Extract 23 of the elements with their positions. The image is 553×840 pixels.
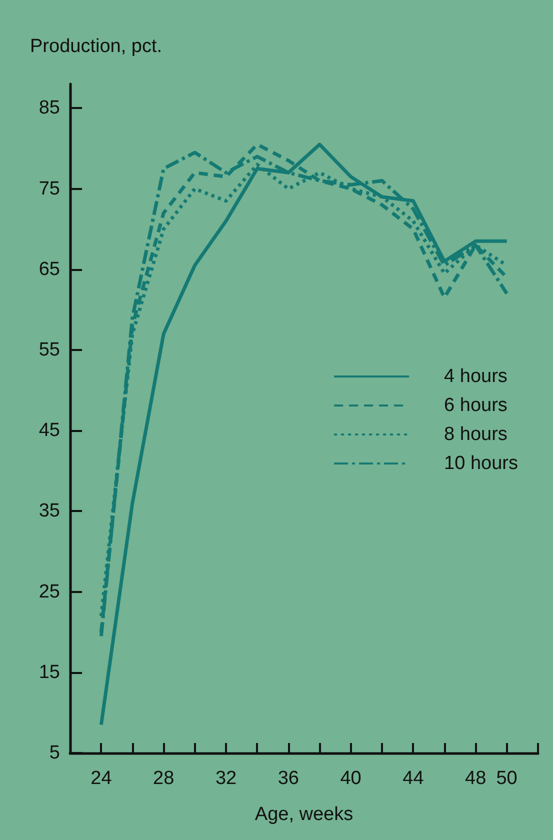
y-tick-label: 55: [38, 339, 60, 360]
y-tick-label: 85: [38, 98, 60, 119]
legend-label: 4 hours: [444, 366, 508, 387]
x-tick-label: 36: [278, 768, 299, 789]
y-tick-label: 15: [38, 662, 60, 683]
legend-label: 10 hours: [444, 453, 518, 474]
y-axis-title: Production, pct.: [30, 36, 162, 57]
legend-label: 8 hours: [444, 424, 508, 445]
y-tick-label: 35: [38, 500, 60, 522]
y-tick-label: 25: [38, 581, 60, 602]
x-tick-label: 50: [496, 768, 518, 789]
legend-label: 6 hours: [444, 395, 508, 416]
x-tick-label: 40: [340, 768, 362, 789]
x-axis-title: Age, weeks: [254, 804, 354, 825]
y-tick-label: 65: [38, 258, 60, 280]
x-tick-label: 24: [90, 768, 112, 789]
y-tick-label: 5: [49, 742, 60, 764]
y-tick-label: 75: [38, 178, 60, 200]
x-tick-label: 28: [153, 768, 174, 789]
x-tick-label: 44: [402, 768, 424, 789]
y-tick-label: 45: [38, 420, 60, 442]
x-tick-label: 32: [215, 768, 237, 789]
x-tick-label: 48: [465, 768, 486, 789]
